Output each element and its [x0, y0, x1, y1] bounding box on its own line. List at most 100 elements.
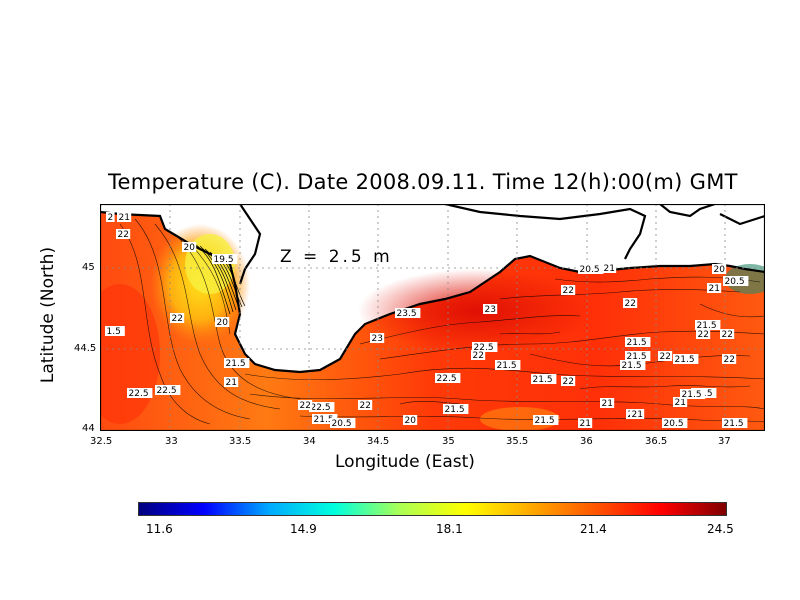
contour-label: 22: [116, 229, 131, 240]
contour-label-text: 22: [563, 286, 574, 296]
x-tick-35-5: 35.5: [506, 436, 529, 447]
contour-label-text: 21.5: [627, 352, 647, 362]
contour-label: 20: [403, 415, 418, 426]
contour-label: 20: [215, 317, 230, 328]
colorbar-tick-3: 18.1: [436, 522, 463, 536]
contour-label-text: 21: [675, 398, 686, 408]
contour-label-text: 22: [563, 377, 574, 387]
contour-label: 21.5: [533, 415, 559, 426]
contour-label-text: 22.5: [157, 386, 177, 396]
contour-label-text: 20: [217, 318, 229, 328]
contour-label: 22: [358, 400, 373, 411]
contour-label: 22: [561, 376, 576, 387]
contour-label: 21.5: [680, 389, 706, 400]
x-axis-label: Longitude (East): [335, 452, 475, 472]
x-tick-35: 35: [442, 436, 455, 447]
contour-label-text: 21.5: [724, 419, 744, 429]
contour-label-text: 21: [602, 399, 613, 409]
contour-label: 21: [673, 397, 688, 408]
x-tick-33-5: 33.5: [229, 436, 252, 447]
grid-lines: [100, 204, 765, 431]
contour-label-text: 21.5: [314, 415, 334, 425]
contour-label-text: 23.5: [397, 309, 417, 319]
contour-label: 21.5: [224, 358, 250, 369]
contour-label-text: 22.5: [129, 389, 149, 399]
contour-label-text: 22: [625, 299, 636, 309]
contour-label-text: 23: [485, 305, 496, 315]
contour-label: 21.5: [312, 414, 338, 425]
contour-label-text: 21.5: [682, 390, 702, 400]
contour-label: 22.5: [435, 373, 461, 384]
contour-label-text: 21.5: [675, 355, 695, 365]
contour-label: 21.5: [531, 374, 557, 385]
contour-label: 20: [712, 264, 727, 275]
contour-label-text: 19.5: [214, 255, 234, 265]
contour-label-text: 22: [300, 401, 311, 411]
contour-label-text: 23: [372, 334, 383, 344]
contour-label-text: 22: [660, 352, 671, 362]
contour-label: 22: [623, 298, 638, 309]
contour-label-text: 21.5: [445, 405, 465, 415]
contour-label: 22: [658, 351, 673, 362]
warm-core: [290, 269, 630, 389]
contour-label: 21.5: [443, 404, 469, 415]
contour-label-text: 22: [473, 351, 484, 361]
contour-label: 19.5: [212, 254, 238, 265]
x-tick-34-5: 34.5: [367, 436, 390, 447]
contour-label: 21: [578, 418, 593, 429]
contour-label: 1.5: [105, 326, 125, 337]
contour-label-text: 22: [724, 355, 735, 365]
x-tick-36: 36: [580, 436, 593, 447]
contour-label: 20.5: [578, 264, 604, 275]
contour-label-text: 20.5: [725, 277, 745, 287]
temperature-map: 2 21 22 20 19.5 20 21.5 22 21 22.5 22.5 1.5 23.5 23 23…: [100, 204, 765, 431]
contour-label: 21: [630, 409, 645, 420]
contour-label: 20: [182, 242, 197, 253]
contour-label: 23.5: [395, 308, 421, 319]
colorbar-tick-min: 11.6: [146, 522, 173, 536]
contour-label: 21.5: [620, 360, 646, 371]
contour-label: 20.5: [662, 418, 688, 429]
x-tick-36-5: 36.5: [645, 436, 668, 447]
x-tick-34: 34: [303, 436, 316, 447]
colorbar-tick-max: 24.5: [707, 522, 734, 536]
contour-label: 21.5: [625, 337, 651, 348]
contour-label: 21.5: [673, 354, 699, 365]
contour-label-text: 21.5: [497, 361, 517, 371]
contour-label: 2: [106, 212, 115, 223]
contour-label-text: 21.5: [226, 359, 246, 369]
contour-label-text: 20: [714, 265, 726, 275]
contour-label: 21.5: [625, 351, 651, 362]
contour-label-text: 22: [698, 330, 709, 340]
contour-label-text: 22.5: [311, 403, 331, 413]
contour-label-text: 21: [226, 378, 237, 388]
contour-label-text: 22: [118, 230, 129, 240]
y-tick-44: 44: [82, 423, 95, 434]
contour-label: 22: [696, 329, 711, 340]
contour-label-text: 22.5: [437, 374, 457, 384]
colorbar-tick-2: 14.9: [290, 522, 317, 536]
x-tick-32-5: 32.5: [90, 436, 113, 447]
contour-label-text: 22.5: [474, 343, 494, 353]
colorbar-tick-4: 21.4: [580, 522, 607, 536]
contour-label: 21: [224, 377, 239, 388]
y-tick-45: 45: [82, 262, 95, 273]
contour-label: 22: [170, 313, 185, 324]
contour-label: 21.5: [695, 320, 721, 331]
colorbar: [138, 502, 727, 516]
contour-label-text: 2: [108, 213, 114, 223]
contour-label: 22: [471, 350, 486, 361]
contour-label-text: 21: [632, 410, 643, 420]
contour-label: 23: [370, 333, 385, 344]
contour-label-text: 20.5: [580, 265, 600, 275]
contour-label: 22.5: [309, 402, 335, 413]
contour-label: 21.5: [722, 418, 748, 429]
contour-label: 21: [600, 398, 615, 409]
contour-label-text: 22: [360, 401, 371, 411]
contour-label: 23: [483, 304, 498, 315]
contour-label: 20.5: [723, 276, 749, 287]
coastline-inland: [238, 204, 262, 285]
contour-label-text: 22: [722, 330, 733, 340]
map-border: [100, 204, 765, 431]
